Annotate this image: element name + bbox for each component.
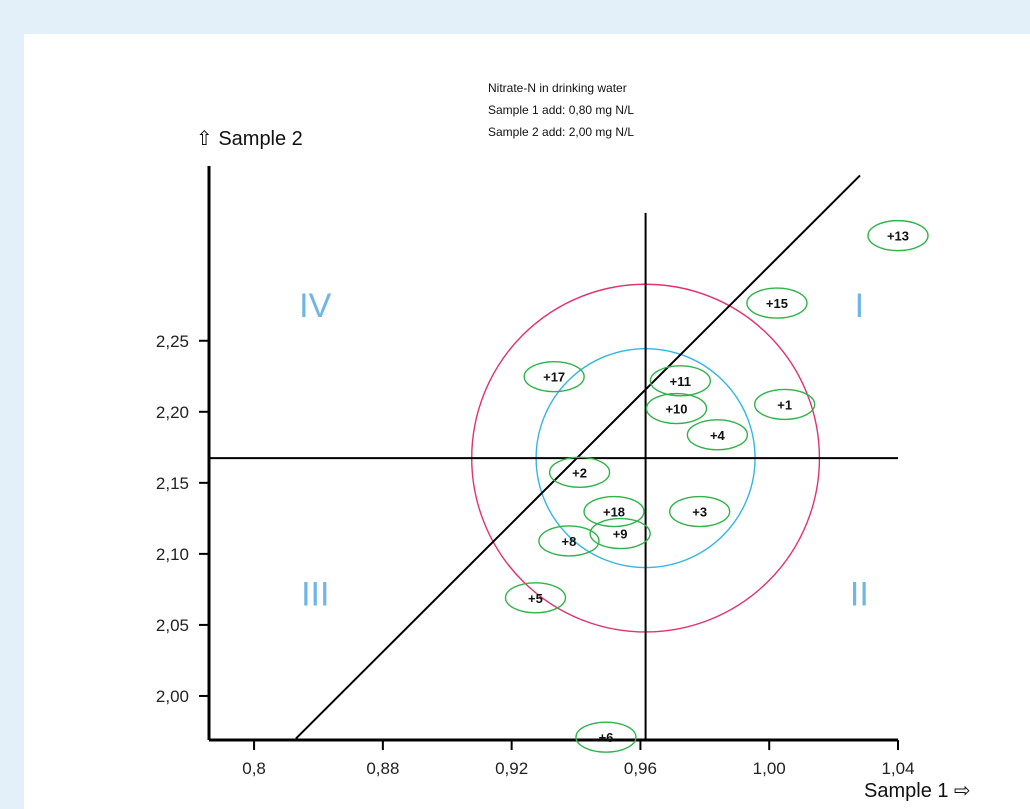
point-ellipse — [589, 517, 651, 550]
quadrant-label: III — [301, 576, 329, 614]
y-tick-label: 2,20 — [156, 403, 189, 422]
point-label: +10 — [665, 402, 687, 417]
point-ellipse — [649, 365, 712, 397]
point-ellipse — [548, 456, 611, 489]
y-tick-label: 2,10 — [156, 545, 189, 564]
point-label: +11 — [670, 374, 691, 389]
point-label: +8 — [562, 534, 577, 549]
point-ellipse — [504, 582, 567, 614]
youden-chart: Nitrate-N in drinking water Sample 1 add… — [156, 81, 971, 802]
chart-title-line-3: Sample 2 add: 2,00 mg N/L — [488, 125, 634, 139]
point-ellipse — [668, 495, 731, 528]
y-tick-label: 2,05 — [156, 616, 189, 635]
x-axis-title: Sample 1 ⇨ — [864, 780, 971, 802]
point-label: +15 — [766, 296, 788, 311]
point-ellipse — [753, 388, 816, 421]
x-tick-label: 0,92 — [495, 759, 528, 778]
point-ellipse — [538, 525, 600, 557]
point-label: +1 — [777, 397, 792, 412]
x-tick-label: 0,96 — [624, 759, 657, 778]
point-label: +3 — [692, 505, 707, 520]
plot-area: 2,00 2,05 2,10 2,15 2,20 2,25 0,8 0,88 0,92 0,96 1… — [156, 166, 929, 778]
point-ellipse — [583, 495, 645, 528]
point-ellipse — [645, 392, 708, 425]
quadrant-label: I — [855, 287, 864, 325]
x-tick-label: 1,00 — [753, 759, 786, 778]
chart-title-line-1: Nitrate-N in drinking water — [488, 81, 627, 95]
point-ellipse — [575, 721, 637, 753]
chart-title-line-2: Sample 1 add: 0,80 mg N/L — [488, 103, 634, 117]
point-label: +5 — [528, 591, 543, 606]
chart-panel: Nitrate-N in drinking water Sample 1 add… — [24, 34, 1030, 809]
point-ellipse — [867, 219, 929, 252]
point-ellipse — [686, 419, 749, 451]
point-label: +2 — [572, 465, 587, 480]
point-label: +17 — [543, 370, 565, 385]
point-label: +13 — [887, 229, 909, 244]
quadrant-label: IV — [299, 287, 331, 325]
point-label: +18 — [603, 505, 625, 520]
x-tick-label: 0,88 — [366, 759, 399, 778]
x-tick-label: 1,04 — [881, 759, 914, 778]
y-axis-title: ⇧ Sample 2 — [196, 128, 303, 150]
y-tick-label: 2,00 — [156, 687, 189, 706]
y-tick-label: 2,15 — [156, 474, 189, 493]
quadrant-label: II — [850, 576, 869, 614]
y-tick-label: 2,25 — [156, 332, 189, 351]
x-tick-label: 0,8 — [242, 759, 266, 778]
point-label: +9 — [613, 527, 628, 542]
point-ellipse — [523, 361, 585, 393]
point-label: +6 — [599, 730, 614, 745]
point-ellipse — [746, 287, 808, 319]
point-label: +4 — [710, 428, 726, 443]
